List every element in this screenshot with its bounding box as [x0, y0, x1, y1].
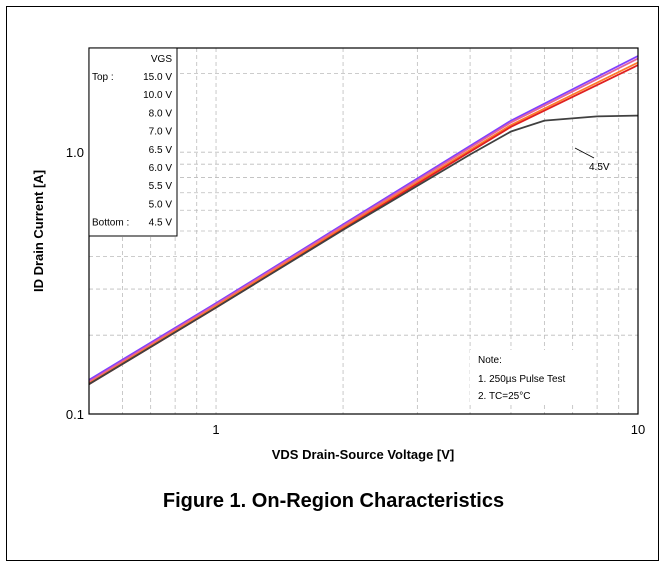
x-tick-label: 10: [631, 422, 645, 437]
note-title: Note:: [478, 355, 502, 366]
legend-header: VGS: [151, 54, 172, 65]
legend-prefix: Top :: [92, 72, 114, 83]
legend-entry: 5.0 V: [149, 199, 173, 210]
y-tick-label: 1.0: [66, 145, 84, 160]
legend-entry: 7.0 V: [149, 127, 173, 138]
note-line-1: 1. 250µs Pulse Test: [478, 374, 566, 385]
legend: VGS Top : 15.0 V 10.0 V 8.0 V 7.0 V 6.5 V 6.0 V…: [92, 54, 172, 229]
y-axis-label: ID Drain Current [A]: [31, 170, 46, 292]
legend-entry: 5.5 V: [149, 181, 173, 192]
legend-entry: 15.0 V: [143, 72, 172, 83]
series-line-1: [88, 55, 639, 381]
annotation-leader: [574, 147, 595, 159]
y-tick-label: 0.1: [66, 407, 84, 422]
figure-caption: Figure 1. On-Region Characteristics: [162, 490, 505, 512]
legend-entry: 4.5 V: [149, 218, 173, 229]
tick-labels: 1 10 0.1 1.0: [66, 145, 645, 437]
legend-box: [88, 47, 178, 237]
legend-prefix: Bottom :: [92, 218, 129, 229]
note-line-2: 2. TC=25°C: [478, 391, 530, 402]
x-tick-label: 1: [212, 422, 219, 437]
series-line-5: [88, 114, 639, 385]
legend-entry: 6.5 V: [149, 145, 173, 156]
series-line-2: [88, 57, 639, 383]
legend-entry: 8.0 V: [149, 108, 173, 119]
series-line-3: [88, 61, 639, 385]
curve-annotation: 4.5V: [589, 162, 610, 173]
x-axis-label: VDS Drain-Source Voltage [V]: [272, 447, 455, 462]
note-box: [470, 350, 586, 404]
series-lines: [88, 55, 639, 385]
legend-entry: 6.0 V: [149, 163, 173, 174]
legend-entry: 10.0 V: [143, 90, 172, 101]
